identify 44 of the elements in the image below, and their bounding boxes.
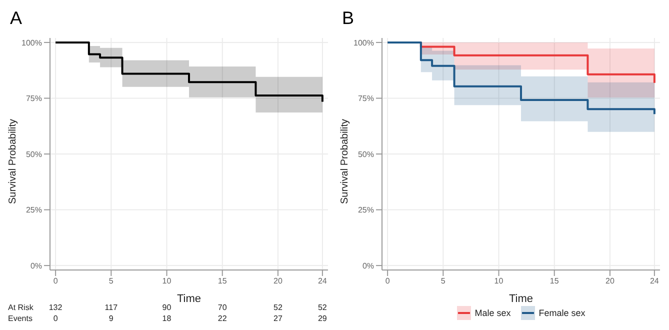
text: At Risk bbox=[8, 303, 34, 312]
y-tick-label: 75% bbox=[26, 94, 42, 104]
y-tick-label: 0% bbox=[30, 261, 42, 270]
x-tick-label: 0 bbox=[53, 276, 58, 286]
y-tick-label: 25% bbox=[358, 206, 374, 215]
y-tick-label: 0% bbox=[362, 261, 374, 270]
text: 70 bbox=[216, 303, 228, 312]
x-tick-label: 24 bbox=[318, 276, 328, 286]
x-tick-label: 5 bbox=[108, 276, 114, 286]
x-tick-label: 15 bbox=[218, 276, 228, 286]
y-tick-label: 75% bbox=[358, 94, 374, 104]
text: 27 bbox=[272, 314, 284, 323]
y-tick-label: 100% bbox=[22, 38, 42, 48]
text: 22 bbox=[216, 314, 228, 323]
chart-title: B bbox=[342, 8, 354, 29]
y-axis-title: Survival Probability bbox=[8, 118, 19, 204]
x-tick-label: 0 bbox=[385, 276, 390, 286]
text: 117 bbox=[104, 303, 119, 312]
text: Events bbox=[8, 314, 32, 323]
text: 0 bbox=[52, 314, 59, 323]
text: 9 bbox=[108, 314, 114, 323]
text: 29 bbox=[316, 314, 328, 323]
chart-title: A bbox=[10, 8, 22, 29]
x-tick-label: 5 bbox=[440, 276, 446, 286]
text: 90 bbox=[162, 303, 172, 312]
x-tick-label: 10 bbox=[494, 276, 504, 286]
x-axis-title: Time bbox=[176, 293, 202, 305]
y-axis-title: Survival Probability bbox=[340, 118, 351, 204]
text: 18 bbox=[161, 314, 172, 323]
x-tick-label: 10 bbox=[162, 276, 172, 286]
legend-label: Female sex bbox=[538, 308, 586, 318]
x-tick-label: 15 bbox=[550, 276, 560, 286]
y-tick-label: 25% bbox=[26, 206, 42, 215]
text: 132 bbox=[48, 303, 64, 312]
y-tick-label: 50% bbox=[26, 150, 42, 159]
x-tick-label: 20 bbox=[274, 276, 283, 286]
legend-label: Male sex bbox=[474, 308, 511, 318]
text: 52 bbox=[272, 303, 284, 312]
x-axis-title: Time bbox=[508, 293, 534, 305]
x-tick-label: 20 bbox=[606, 276, 615, 286]
y-tick-label: 50% bbox=[358, 150, 374, 159]
x-tick-label: 24 bbox=[650, 276, 660, 286]
y-tick-label: 100% bbox=[354, 38, 374, 48]
text: 52 bbox=[316, 303, 328, 312]
